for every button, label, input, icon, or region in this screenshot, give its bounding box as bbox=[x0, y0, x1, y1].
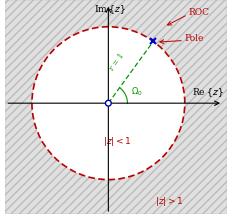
Text: $\Omega_0$: $\Omega_0$ bbox=[131, 85, 143, 98]
Text: $|z| > 1$: $|z| > 1$ bbox=[155, 195, 183, 208]
Text: Im $\{z\}$: Im $\{z\}$ bbox=[94, 3, 125, 16]
Circle shape bbox=[105, 100, 111, 106]
Circle shape bbox=[32, 27, 184, 180]
Text: Re $\{z\}$: Re $\{z\}$ bbox=[191, 86, 223, 99]
Text: ROC: ROC bbox=[188, 9, 209, 18]
Text: Pole: Pole bbox=[184, 34, 203, 43]
Text: $|z| < 1$: $|z| < 1$ bbox=[103, 135, 131, 148]
Text: r = 1: r = 1 bbox=[108, 52, 126, 73]
